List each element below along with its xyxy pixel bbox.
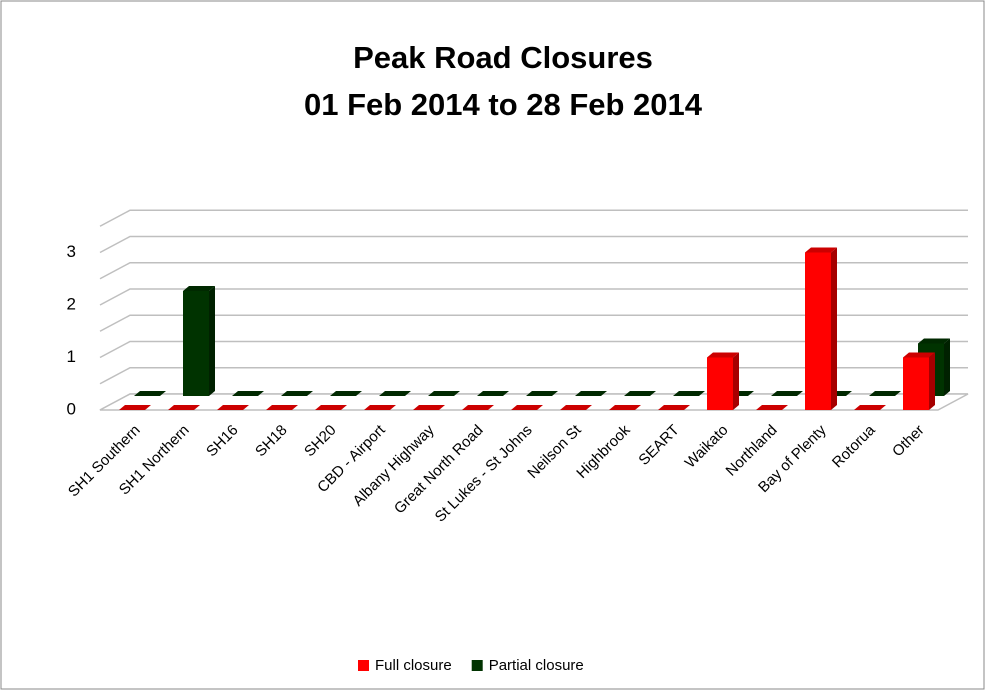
bar-face: [903, 357, 929, 410]
bar-face: [119, 405, 151, 410]
bar: [315, 405, 347, 410]
bar: [413, 405, 445, 410]
y-tick-label: 1: [67, 347, 76, 366]
minor-grid-line: [99, 367, 968, 385]
bar-face: [707, 357, 733, 410]
bar-face: [428, 391, 460, 396]
bar: [624, 391, 656, 396]
bar-face: [903, 352, 935, 358]
grid-line: [99, 340, 968, 359]
bar-face: [217, 405, 249, 410]
bar: [805, 247, 837, 410]
bar: [771, 391, 803, 396]
bar-face: [854, 405, 886, 410]
bar: [266, 405, 298, 410]
bar: [462, 405, 494, 410]
bar: [673, 391, 705, 396]
legend-swatch: [358, 660, 369, 671]
bar-face: [413, 405, 445, 410]
bar: [526, 391, 558, 396]
bar-face: [526, 391, 558, 396]
y-tick-label: 2: [67, 294, 76, 313]
bar-face: [707, 352, 739, 358]
bar: [364, 405, 396, 410]
bar-face: [944, 338, 950, 396]
bar: [330, 391, 362, 396]
bar: [217, 405, 249, 410]
bar-face: [673, 391, 705, 396]
bar: [903, 352, 935, 410]
bar: [183, 286, 215, 396]
bar-face: [756, 405, 788, 410]
chart-title: Peak Road Closures: [353, 40, 653, 75]
bar: [707, 352, 739, 410]
bar-face: [477, 391, 509, 396]
bar-face: [315, 405, 347, 410]
bar-face: [831, 247, 837, 410]
y-tick-label: 0: [67, 399, 76, 418]
bar-face: [134, 391, 166, 396]
bar-face: [624, 391, 656, 396]
bar-face: [462, 405, 494, 410]
bar-face: [805, 247, 837, 253]
chart-subtitle: 01 Feb 2014 to 28 Feb 2014: [304, 87, 703, 122]
bar-face: [575, 391, 607, 396]
bar: [232, 391, 264, 396]
y-tick-label: 3: [67, 242, 76, 261]
bar-face: [929, 352, 935, 410]
minor-grid-line: [99, 209, 968, 227]
bar-face: [379, 391, 411, 396]
legend-label: Partial closure: [489, 657, 584, 674]
bar-face: [733, 352, 739, 410]
bar-face: [330, 391, 362, 396]
bar: [854, 405, 886, 410]
legend-label: Full closure: [375, 657, 452, 674]
bar-face: [869, 391, 901, 396]
grid-line: [99, 288, 968, 306]
legend-swatch: [471, 660, 483, 671]
bar-face: [364, 405, 396, 410]
bar-face: [209, 286, 215, 396]
bar: [869, 391, 901, 396]
bar: [609, 405, 641, 410]
bar-face: [232, 391, 264, 396]
minor-grid-line: [99, 262, 968, 280]
bar-face: [281, 391, 313, 396]
bar: [658, 405, 690, 410]
bar-face: [560, 405, 592, 410]
bar-face: [183, 291, 209, 396]
bar-face: [918, 338, 950, 344]
minor-grid-line: [99, 314, 968, 332]
bar: [477, 391, 509, 396]
bar-face: [183, 286, 215, 291]
grid-line: [99, 235, 968, 254]
bar-face: [511, 405, 543, 410]
bar-face: [805, 252, 831, 410]
bar-face: [658, 405, 690, 410]
bar-face: [168, 405, 200, 410]
bar: [119, 405, 151, 410]
bar-face: [771, 391, 803, 396]
bar: [428, 391, 460, 396]
bar: [575, 391, 607, 396]
bar: [134, 391, 166, 396]
bar: [756, 405, 788, 410]
bar: [560, 405, 592, 410]
bar: [281, 391, 313, 396]
bar: [511, 405, 543, 410]
bar-face: [609, 405, 641, 410]
bar-face: [266, 405, 298, 410]
bar: [168, 405, 200, 410]
bar: [379, 391, 411, 396]
